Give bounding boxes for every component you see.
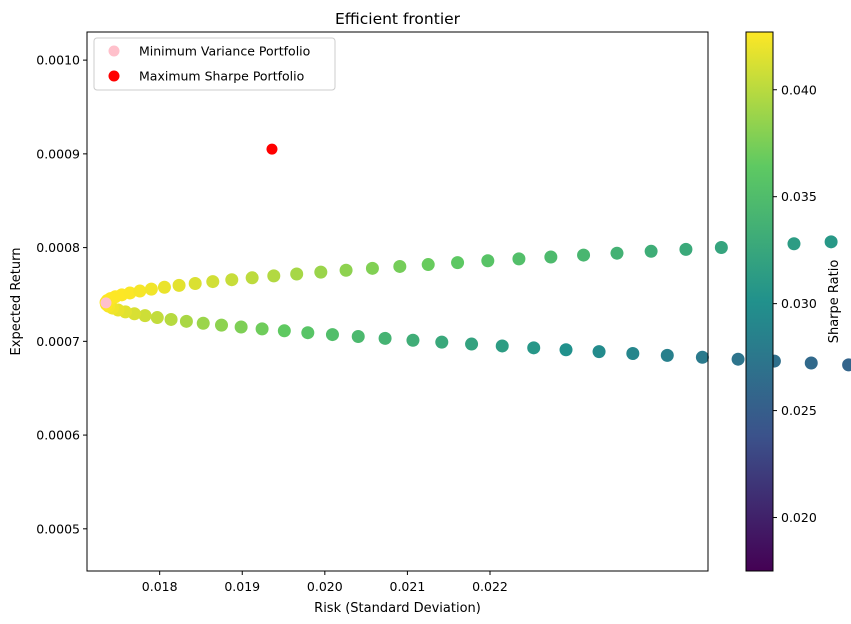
y-tick-label: 0.0010 (36, 53, 80, 68)
colorbar-tick-label: 0.040 (781, 82, 817, 97)
frontier-point (365, 261, 379, 275)
chart-title: Efficient frontier (335, 10, 461, 28)
frontier-point (787, 237, 801, 251)
frontier-point (644, 244, 658, 258)
frontier-point (731, 352, 745, 366)
frontier-point (495, 339, 509, 353)
frontier-point (267, 269, 281, 283)
special-points (100, 143, 278, 309)
frontier-point (435, 335, 449, 349)
colorbar-tick-label: 0.030 (781, 296, 817, 311)
frontier-point (339, 263, 353, 277)
colorbar-label: Sharpe Ratio (827, 260, 842, 344)
frontier-point (133, 284, 147, 298)
frontier-point (234, 320, 248, 334)
x-tick-label: 0.021 (390, 579, 426, 594)
frontier-point (512, 252, 526, 266)
frontier-point (406, 333, 420, 347)
frontier-point (393, 259, 407, 273)
y-tick-label: 0.0005 (36, 521, 80, 536)
colorbar-tick-label: 0.035 (781, 189, 817, 204)
legend-box (93, 37, 336, 91)
frontier-point (301, 326, 315, 340)
frontier-point (544, 250, 558, 264)
legend-label-max-sharpe: Maximum Sharpe Portfolio (139, 69, 304, 84)
frontier-point (610, 246, 624, 260)
frontier-point (150, 311, 164, 325)
frontier-point (481, 254, 495, 268)
frontier-point (290, 267, 304, 281)
frontier-point (351, 329, 365, 343)
frontier-point (842, 358, 851, 372)
frontier-point (679, 242, 693, 256)
frontier-point (695, 350, 709, 364)
y-tick-label: 0.0007 (36, 334, 80, 349)
x-tick-label: 0.022 (472, 579, 508, 594)
frontier-point (592, 345, 606, 359)
frontier-point (465, 337, 479, 351)
colorbar-tick-label: 0.025 (781, 403, 817, 418)
x-tick-label: 0.019 (224, 579, 260, 594)
colorbar-tick-label: 0.020 (781, 510, 817, 525)
x-tick-label: 0.020 (307, 579, 343, 594)
frontier-point (157, 280, 171, 294)
y-tick-label: 0.0006 (36, 428, 80, 443)
legend-marker-max-sharpe (108, 70, 120, 82)
frontier-point (325, 328, 339, 342)
frontier-point (421, 258, 435, 272)
frontier-point (144, 282, 158, 296)
frontier-point (559, 343, 573, 357)
frontier-point (245, 271, 259, 285)
colorbar-axis: 0.020 0.025 0.030 0.035 0.040 (773, 82, 817, 525)
legend-marker-min-variance (108, 45, 120, 57)
frontier-point (626, 347, 640, 361)
frontier-point (196, 316, 210, 330)
max-sharpe-point (266, 143, 278, 155)
frontier-point (164, 312, 178, 326)
min-variance-point (100, 297, 112, 309)
frontier-point (804, 356, 818, 370)
frontier-point (378, 331, 392, 345)
frontier-point (179, 314, 193, 328)
frontier-point (172, 278, 186, 292)
frontier-point (123, 286, 137, 300)
frontier-point (188, 276, 202, 290)
frontier-point (824, 235, 838, 249)
frontier-point (527, 341, 541, 355)
x-axis: 0.018 0.019 0.020 0.021 0.022 (142, 571, 508, 594)
x-axis-label: Risk (Standard Deviation) (314, 601, 481, 616)
y-axis-label: Expected Return (9, 248, 24, 356)
y-tick-label: 0.0009 (36, 146, 80, 161)
frontier-curve (99, 235, 851, 372)
frontier-point (277, 324, 291, 338)
colorbar (745, 31, 774, 572)
frontier-point (714, 241, 728, 255)
frontier-point (577, 248, 591, 262)
frontier-point (206, 275, 220, 289)
frontier-point (225, 273, 239, 287)
x-tick-label: 0.018 (142, 579, 178, 594)
y-axis: 0.0005 0.0006 0.0007 0.0008 0.0009 0.0010 (36, 53, 87, 536)
plot-frame (86, 31, 709, 572)
legend: Minimum Variance Portfolio Maximum Sharp… (93, 37, 336, 91)
y-tick-label: 0.0008 (36, 240, 80, 255)
frontier-point (451, 256, 465, 270)
legend-label-min-variance: Minimum Variance Portfolio (139, 44, 310, 59)
frontier-point (255, 322, 269, 336)
frontier-point (214, 318, 228, 332)
frontier-point (314, 265, 328, 279)
frontier-point (660, 348, 674, 362)
frontier-point (138, 309, 152, 323)
